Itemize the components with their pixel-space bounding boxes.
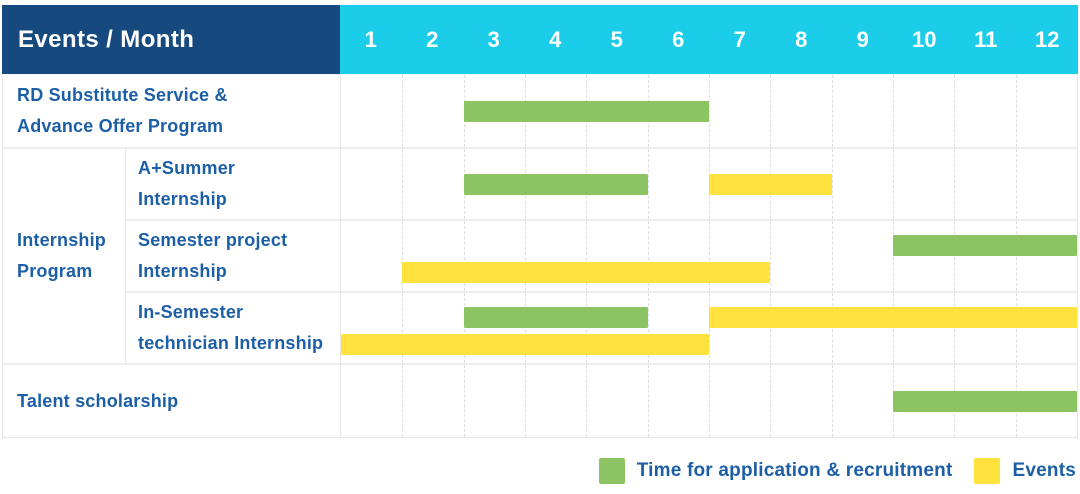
event-bar	[709, 173, 832, 195]
month-gridline	[586, 365, 588, 437]
timeline-grid	[341, 293, 1077, 364]
legend-item-application: Time for application & recruitment	[598, 458, 953, 484]
month-gridline	[709, 220, 710, 292]
month-gridline	[709, 293, 710, 364]
month-header-5: 5	[610, 26, 623, 52]
month-header-11: 11	[974, 26, 998, 52]
month-gridline	[463, 365, 465, 437]
table-body: RD Substitute Service & Advance Offer Pr…	[2, 74, 1078, 438]
month-gridline	[402, 293, 404, 364]
month-gridline	[709, 365, 710, 437]
timeline-grid	[341, 365, 1077, 437]
chart-legend: Time for application & recruitment Event…	[598, 458, 1076, 484]
month-gridline	[954, 220, 956, 292]
table-row: A+Summer Internship	[126, 148, 1077, 221]
timeline-grid	[341, 220, 1077, 292]
event-bar	[402, 261, 771, 283]
row-label-a-plus-summer: A+Summer Internship	[126, 148, 341, 219]
table-row: Talent scholarship	[3, 365, 1077, 437]
application-recruitment-bar	[893, 234, 1077, 256]
month-gridline	[463, 220, 465, 292]
row-label-in-semester-technician: In-Semester technician Internship	[126, 293, 341, 364]
row-label-rd-substitute: RD Substitute Service & Advance Offer Pr…	[3, 75, 341, 147]
month-header-3: 3	[487, 26, 500, 52]
month-gridline	[1015, 148, 1017, 219]
table-row: In-Semester technician Internship	[126, 293, 1077, 364]
month-gridline	[402, 75, 404, 147]
timeline-grid	[341, 75, 1077, 147]
row-label-semester-project: Semester project Internship	[126, 220, 341, 292]
month-gridline	[831, 148, 833, 219]
month-gridline	[831, 293, 833, 364]
month-gridline	[402, 365, 404, 437]
month-header-row: 1 2 3 4 5 6 7 8 9 10 11 12	[340, 5, 1078, 74]
month-gridline	[1015, 75, 1017, 147]
month-gridline	[770, 75, 772, 147]
event-bar	[341, 334, 709, 356]
month-gridline	[893, 75, 894, 147]
application-recruitment-bar	[463, 100, 709, 122]
green-swatch-icon	[598, 458, 625, 484]
month-gridline	[525, 220, 526, 292]
month-gridline	[586, 220, 588, 292]
month-header-10: 10	[912, 26, 937, 52]
month-gridline	[586, 293, 588, 364]
month-gridline	[770, 220, 772, 292]
month-gridline	[831, 365, 833, 437]
event-bar	[709, 307, 1077, 329]
group-subrows: A+Summer Internship Semester project Int…	[126, 148, 1077, 364]
application-recruitment-bar	[463, 307, 648, 329]
month-gridline	[1015, 220, 1017, 292]
yellow-swatch-icon	[974, 458, 1001, 484]
month-header-8: 8	[795, 26, 808, 52]
month-gridline	[647, 293, 649, 364]
month-gridline	[831, 75, 833, 147]
month-header-1: 1	[364, 26, 377, 52]
month-gridline	[954, 75, 956, 147]
month-gridline	[647, 220, 649, 292]
month-header-7: 7	[733, 26, 746, 52]
month-header-4: 4	[549, 26, 562, 52]
month-gridline	[709, 75, 710, 147]
month-gridline	[770, 365, 772, 437]
events-month-header: Events / Month	[2, 5, 340, 74]
month-gridline	[954, 148, 956, 219]
month-gridline	[525, 293, 526, 364]
month-gridline	[893, 220, 894, 292]
month-gridline	[831, 220, 833, 292]
month-header-2: 2	[426, 26, 439, 52]
legend-item-events: Events	[974, 458, 1076, 484]
month-gridline	[1015, 293, 1017, 364]
month-gridline	[954, 293, 956, 364]
month-header-12: 12	[1035, 26, 1060, 52]
month-gridline	[463, 293, 465, 364]
row-label-talent-scholarship: Talent scholarship	[3, 365, 341, 437]
application-recruitment-bar	[463, 173, 648, 195]
month-gridline	[402, 220, 404, 292]
group-label-internship-program: Internship Program	[3, 148, 126, 364]
timeline-grid	[341, 148, 1077, 219]
month-header-6: 6	[672, 26, 685, 52]
table-header: Events / Month 1 2 3 4 5 6 7 8 9 10 11 1…	[2, 5, 1078, 74]
month-header-9: 9	[856, 26, 869, 52]
month-gridline	[647, 365, 649, 437]
application-recruitment-bar	[893, 391, 1077, 413]
month-gridline	[770, 293, 772, 364]
table-row: RD Substitute Service & Advance Offer Pr…	[3, 75, 1077, 149]
month-gridline	[893, 148, 894, 219]
month-gridline	[525, 365, 526, 437]
internship-program-group: Internship Program A+Summer Internship S…	[3, 148, 1077, 366]
table-row: Semester project Internship	[126, 220, 1077, 294]
month-gridline	[647, 148, 649, 219]
month-gridline	[893, 293, 894, 364]
month-gridline	[402, 148, 404, 219]
gantt-table: Events / Month 1 2 3 4 5 6 7 8 9 10 11 1…	[2, 5, 1078, 438]
